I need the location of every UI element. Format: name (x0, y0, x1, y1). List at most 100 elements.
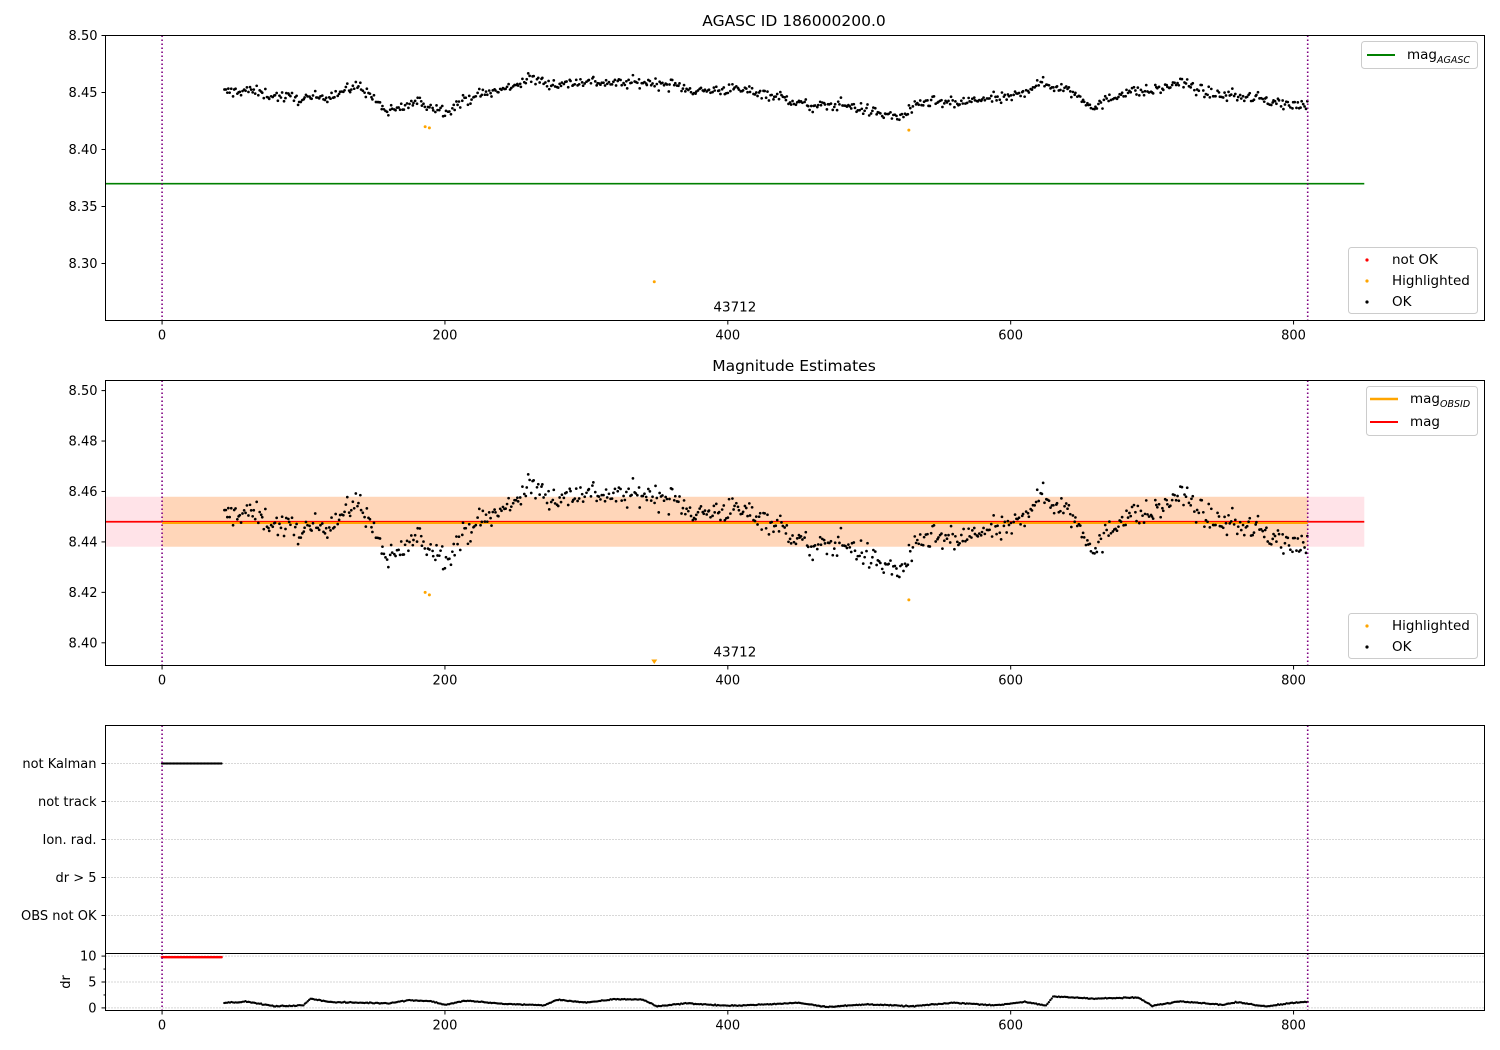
ok-point (903, 562, 907, 566)
ok-point (1105, 528, 1109, 532)
ok-point (295, 94, 298, 98)
ok-point (508, 508, 512, 512)
ok-point (412, 101, 415, 105)
ok-point (794, 542, 798, 546)
x-tick-label: 400 (715, 329, 740, 344)
ok-point (908, 549, 912, 553)
ok-point (1291, 550, 1294, 554)
ok-point (255, 84, 259, 88)
ok-point (1132, 503, 1136, 507)
ok-point (280, 91, 284, 94)
ok-point (1265, 96, 1268, 99)
ok-point (658, 491, 661, 495)
ok-point (696, 510, 700, 514)
ok-point (1283, 103, 1287, 106)
ok-point (1075, 524, 1079, 528)
ok-point (900, 563, 904, 566)
ok-point (980, 530, 984, 534)
ok-point (835, 554, 839, 558)
ok-point (996, 524, 999, 528)
ok-point (1252, 531, 1256, 535)
ok-point (962, 96, 965, 100)
ok-point (1269, 103, 1273, 107)
ok-point (703, 88, 707, 92)
ok-point (1021, 89, 1025, 93)
ok-point (368, 517, 372, 521)
ok-point (358, 493, 362, 497)
ok-point (604, 488, 608, 491)
ok-point (791, 99, 794, 103)
ok-point (778, 514, 782, 518)
ok-point (289, 94, 292, 98)
ok-point (518, 496, 522, 499)
ok-point (948, 102, 952, 106)
ok-point (645, 498, 649, 502)
ok-point (604, 78, 608, 82)
ok-point (794, 103, 798, 107)
ok-point (602, 493, 605, 497)
ok-point (536, 482, 540, 486)
ok-point (1124, 94, 1127, 98)
ok-point (1180, 485, 1184, 489)
ok-point (603, 499, 607, 503)
ok-point (358, 81, 362, 85)
ok-point (568, 487, 572, 491)
ok-point (713, 511, 717, 514)
ok-point (714, 502, 718, 506)
ok-point (1282, 552, 1285, 555)
ok-point (347, 511, 351, 514)
ok-point (815, 547, 819, 551)
ok-point (505, 85, 509, 89)
ok-point (381, 104, 384, 108)
ok-point (737, 508, 741, 512)
y-tick-label: 8.42 (69, 586, 98, 601)
ok-point (833, 102, 837, 106)
ok-point (836, 535, 840, 539)
ok-point (965, 101, 969, 105)
ok-point (480, 93, 484, 97)
ok-point (385, 110, 389, 114)
ok-point (534, 82, 537, 86)
x-tick-label: 400 (715, 1019, 740, 1034)
ok-point (861, 562, 865, 565)
magnitude-points (223, 473, 1309, 664)
ok-point (625, 490, 628, 494)
ok-point (879, 112, 882, 115)
ok-point (224, 88, 228, 91)
ok-point (1107, 534, 1110, 537)
highlighted-point (907, 128, 911, 132)
ok-point (351, 84, 355, 88)
ok-point (1105, 97, 1109, 100)
ok-point (780, 521, 783, 524)
ok-point (754, 515, 758, 519)
ok-point (643, 492, 646, 496)
highlighted-point (423, 125, 427, 129)
ok-point (811, 558, 815, 562)
ok-point (1129, 514, 1133, 518)
ok-point (239, 93, 243, 97)
ok-point (1203, 95, 1206, 99)
ok-point (958, 541, 962, 545)
ok-point (1176, 494, 1179, 498)
ok-point (595, 499, 599, 503)
ok-point (1134, 510, 1137, 514)
ok-point (657, 89, 661, 92)
ok-point (836, 100, 840, 104)
ok-point (290, 516, 294, 520)
ok-point (413, 99, 417, 103)
ok-point (1135, 519, 1138, 523)
ok-point (411, 543, 415, 547)
ok-point (1052, 511, 1056, 515)
ok-point (467, 94, 471, 98)
ok-point (623, 83, 627, 87)
ok-point (783, 526, 787, 529)
ok-point (1052, 503, 1055, 507)
ok-point (898, 575, 901, 579)
ok-point (631, 477, 635, 480)
ok-point (999, 101, 1003, 105)
ok-point (998, 98, 1002, 102)
ok-point (437, 554, 441, 558)
ok-point (1174, 83, 1178, 87)
ok-point (1228, 522, 1232, 525)
ok-point (882, 571, 886, 574)
